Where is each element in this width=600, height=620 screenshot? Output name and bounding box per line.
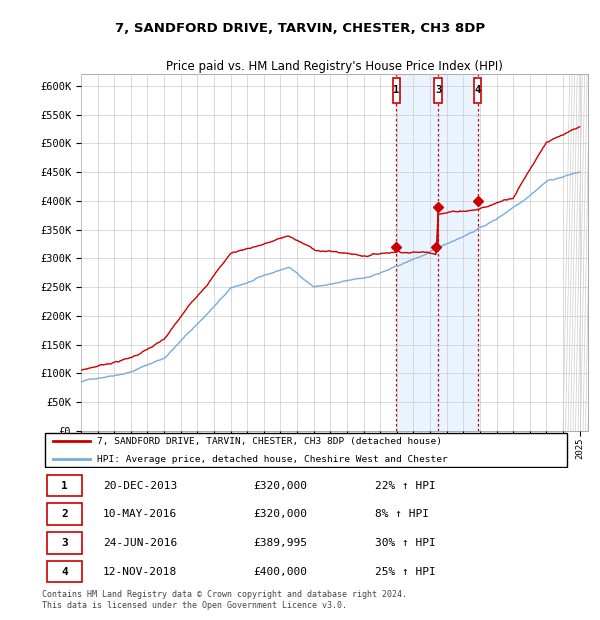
Text: 1: 1	[61, 480, 68, 490]
Bar	[434, 78, 442, 103]
Bar	[392, 78, 400, 103]
Text: HPI: Average price, detached house, Cheshire West and Chester: HPI: Average price, detached house, Ches…	[97, 454, 448, 464]
Bar	[397, 74, 438, 431]
Text: 30% ↑ HPI: 30% ↑ HPI	[374, 538, 436, 548]
Text: £400,000: £400,000	[253, 567, 307, 577]
Bar	[47, 503, 82, 525]
Text: 20-DEC-2013: 20-DEC-2013	[103, 480, 177, 490]
Text: £320,000: £320,000	[253, 509, 307, 519]
Text: 4: 4	[61, 567, 68, 577]
Text: 1: 1	[393, 86, 400, 95]
Text: 7, SANDFORD DRIVE, TARVIN, CHESTER, CH3 8DP (detached house): 7, SANDFORD DRIVE, TARVIN, CHESTER, CH3 …	[97, 436, 442, 446]
FancyBboxPatch shape	[44, 433, 568, 467]
Bar	[474, 78, 481, 103]
Text: 3: 3	[435, 86, 441, 95]
Bar	[47, 532, 82, 554]
Text: £320,000: £320,000	[253, 480, 307, 490]
Text: £389,995: £389,995	[253, 538, 307, 548]
Text: 22% ↑ HPI: 22% ↑ HPI	[374, 480, 436, 490]
Text: 7, SANDFORD DRIVE, TARVIN, CHESTER, CH3 8DP: 7, SANDFORD DRIVE, TARVIN, CHESTER, CH3 …	[115, 22, 485, 35]
Title: Price paid vs. HM Land Registry's House Price Index (HPI): Price paid vs. HM Land Registry's House …	[166, 60, 503, 73]
Bar	[47, 560, 82, 582]
Text: 4: 4	[475, 86, 481, 95]
Text: Contains HM Land Registry data © Crown copyright and database right 2024.
This d: Contains HM Land Registry data © Crown c…	[42, 590, 407, 609]
Text: 24-JUN-2016: 24-JUN-2016	[103, 538, 177, 548]
Bar	[47, 475, 82, 497]
Text: 3: 3	[61, 538, 68, 548]
Text: 25% ↑ HPI: 25% ↑ HPI	[374, 567, 436, 577]
Text: 8% ↑ HPI: 8% ↑ HPI	[374, 509, 428, 519]
Bar	[438, 74, 478, 431]
Text: 12-NOV-2018: 12-NOV-2018	[103, 567, 177, 577]
Text: 10-MAY-2016: 10-MAY-2016	[103, 509, 177, 519]
Text: 2: 2	[61, 509, 68, 519]
